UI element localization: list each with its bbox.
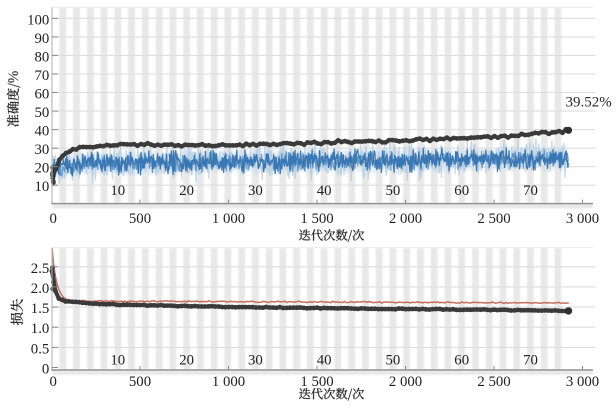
svg-text:50: 50 [386,183,401,199]
svg-text:1 000: 1 000 [212,211,245,227]
svg-text:50: 50 [386,353,401,369]
svg-text:39.52%: 39.52% [566,95,612,111]
svg-text:0: 0 [49,211,56,227]
svg-text:1.0: 1.0 [31,321,50,337]
svg-text:10: 10 [110,353,125,369]
svg-text:60: 60 [454,183,469,199]
svg-text:3 000: 3 000 [566,211,599,227]
svg-text:0.5: 0.5 [31,341,50,357]
svg-text:80: 80 [35,49,50,65]
svg-text:60: 60 [454,353,469,369]
svg-text:40: 40 [35,124,50,140]
svg-text:10: 10 [110,183,125,199]
svg-text:20: 20 [35,161,50,177]
svg-text:1 500: 1 500 [300,211,333,227]
svg-text:30: 30 [248,183,263,199]
svg-text:70: 70 [35,68,50,84]
svg-text:90: 90 [35,31,50,47]
svg-text:20: 20 [179,183,194,199]
svg-text:100: 100 [27,12,49,28]
svg-text:40: 40 [317,353,332,369]
svg-text:3 000: 3 000 [566,374,599,390]
svg-text:1 500: 1 500 [300,374,333,390]
svg-text:2 000: 2 000 [389,374,422,390]
svg-text:500: 500 [129,374,151,390]
svg-text:10: 10 [35,179,50,195]
svg-text:2.0: 2.0 [31,281,50,297]
svg-text:500: 500 [129,211,151,227]
svg-text:70: 70 [523,353,538,369]
svg-text:2 500: 2 500 [477,211,510,227]
svg-text:0: 0 [49,374,56,390]
svg-text:0: 0 [42,362,49,378]
svg-text:40: 40 [317,183,332,199]
svg-text:30: 30 [248,353,263,369]
svg-text:60: 60 [35,87,50,103]
svg-text:50: 50 [35,105,50,121]
svg-text:1 000: 1 000 [212,374,245,390]
svg-text:2 500: 2 500 [477,374,510,390]
svg-text:20: 20 [179,353,194,369]
svg-text:70: 70 [523,183,538,199]
svg-text:1.5: 1.5 [31,301,50,317]
svg-text:2.5: 2.5 [31,261,50,277]
svg-text:30: 30 [35,142,50,158]
svg-text:2 000: 2 000 [389,211,422,227]
